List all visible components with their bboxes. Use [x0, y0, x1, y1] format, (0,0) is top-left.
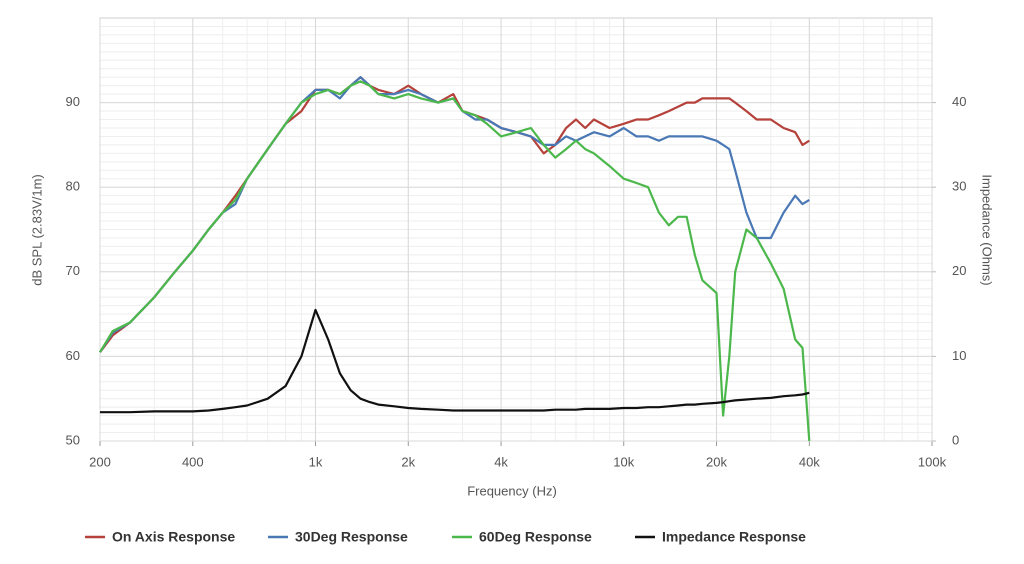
x-tick-label: 400 — [182, 454, 204, 469]
x-tick-label: 2k — [401, 454, 415, 469]
y-tick-label: 60 — [66, 348, 80, 363]
x-tick-label: 200 — [89, 454, 111, 469]
y-tick-label: 90 — [66, 94, 80, 109]
y2-tick-label: 20 — [952, 263, 966, 278]
legend-label: Impedance Response — [662, 529, 806, 545]
x-tick-label: 20k — [706, 454, 727, 469]
y-tick-label: 70 — [66, 263, 80, 278]
x-tick-label: 10k — [613, 454, 634, 469]
y2-tick-label: 10 — [952, 348, 966, 363]
x-tick-label: 1k — [309, 454, 323, 469]
y2-tick-label: 0 — [952, 432, 959, 447]
series-line — [100, 308, 810, 414]
x-tick-label: 100k — [918, 454, 947, 469]
x-tick-label: 4k — [494, 454, 508, 469]
y2-tick-label: 40 — [952, 94, 966, 109]
y-axis-label: dB SPL (2.83V/1m) — [29, 174, 44, 286]
y-tick-label: 50 — [66, 432, 80, 447]
x-axis-label: Frequency (Hz) — [467, 483, 557, 498]
series-line — [99, 80, 811, 442]
y2-tick-label: 30 — [952, 179, 966, 194]
x-tick-label: 40k — [799, 454, 820, 469]
legend-label: 30Deg Response — [295, 529, 408, 545]
y-tick-label: 80 — [66, 179, 80, 194]
y2-axis-label: Impedance (Ohms) — [980, 174, 995, 285]
legend-label: On Axis Response — [112, 529, 235, 545]
legend-label: 60Deg Response — [479, 529, 592, 545]
